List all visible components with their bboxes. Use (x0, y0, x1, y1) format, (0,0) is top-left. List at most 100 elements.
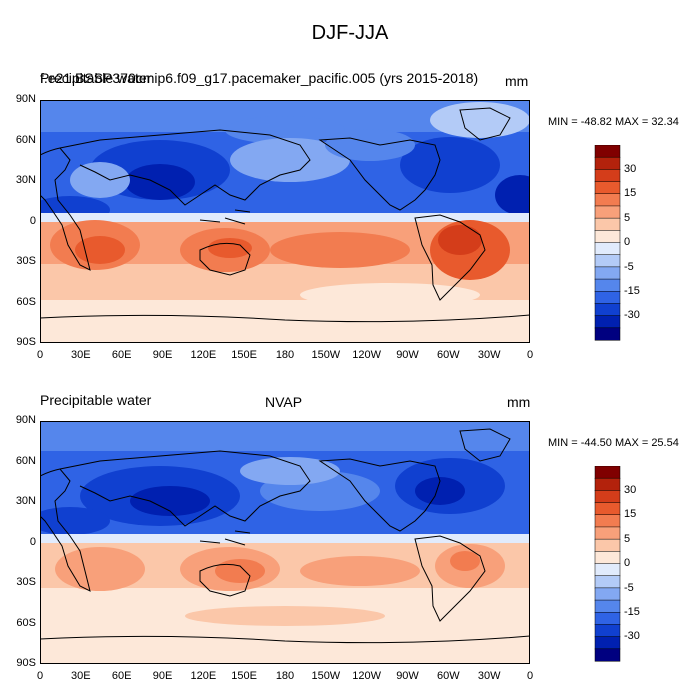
panel-1-x-tick-label: 150E (231, 349, 257, 361)
colorbar-swatch (594, 217, 621, 231)
colorbar-swatch (594, 624, 621, 638)
panel-1-left-title: Precipitable water (40, 70, 152, 86)
panel-2-y-tick-label: 90S (16, 657, 36, 669)
panel-1-x-tick-label: 120E (190, 349, 217, 361)
panel-1-y-tick-label: 60N (15, 133, 36, 146)
panel-2-x-tick-label: 180 (275, 670, 295, 682)
colorbar-swatch (594, 575, 621, 589)
panel-2-min-max: MIN = -44.50 MAX = 25.54 (548, 437, 679, 449)
panel-2-y-tick-label: 30N (15, 495, 36, 507)
panel-2-x-tick-label: 30E (71, 670, 91, 682)
panel-2-coastlines (40, 428, 530, 644)
panel-1-x-tick-label: 90E (152, 349, 173, 361)
colorbar-swatch (594, 193, 621, 207)
panel-2-contour-fill (40, 421, 530, 664)
panel-1-contour-fill (40, 100, 530, 343)
panel-2-colorbar-label: -5 (624, 581, 634, 594)
panel-1-colorbar-label: -15 (624, 285, 640, 297)
panel-1-x-tick-label: 0 (36, 349, 44, 361)
panel-1-min-max: MIN = -48.82 MAX = 32.34 (548, 116, 679, 128)
colorbar-swatch (594, 490, 621, 504)
panel-1-y-tick-label: 90N (15, 93, 36, 105)
panel-1-x-tick-label: 60E (111, 349, 132, 361)
panel-1-y-tick-label: 30S (16, 255, 36, 267)
colorbar-swatch (594, 169, 621, 183)
panel-2-center-title: NVAP (265, 394, 303, 410)
panel-2-map (40, 421, 530, 664)
panel-1-x-tick-label: 30E (71, 349, 91, 361)
panel-1-x-tick-label: 90W (396, 349, 419, 361)
panel-1-x-tick-label: 150W (311, 349, 341, 361)
panel-2-colorbar (594, 466, 621, 662)
colorbar-swatch (594, 502, 621, 516)
panel-2-units: mm (507, 394, 531, 410)
panel-2-x-tick-label: 120W (352, 670, 382, 682)
colorbar-swatch (594, 303, 621, 317)
colorbar-swatch (594, 514, 621, 528)
colorbar-swatch (594, 466, 621, 479)
colorbar-swatch (594, 278, 621, 292)
panel-2-colorbar-label: 15 (624, 508, 637, 521)
colorbar-swatch (594, 254, 621, 268)
colorbar-swatch (594, 145, 621, 158)
panel-1-x-tick-label: 120W (352, 349, 382, 361)
panel-2-x-tick-label: 60W (437, 670, 460, 682)
colorbar-swatch (594, 526, 621, 540)
panel-1-x-tick-label: 0 (526, 349, 534, 361)
panel-2-colorbar-label: 5 (624, 532, 631, 545)
panel-2-colorbar-label: -30 (624, 630, 640, 643)
panel-1-x-tick-label: 180 (275, 349, 295, 361)
colorbar-swatch (594, 315, 621, 329)
colorbar-swatch (594, 205, 621, 219)
panel-1-y-tick-label: 30N (15, 174, 36, 186)
panel-1-colorbar-label: 30 (624, 163, 637, 175)
colorbar-swatch (594, 612, 621, 625)
panel-2-y-tick-label: 60S (16, 616, 36, 629)
panel-2-y-tick-label: 60N (15, 454, 36, 467)
panel-1-colorbar-label: -5 (624, 260, 634, 273)
colorbar-swatch (594, 648, 621, 662)
panel-2-y-tick-label: 90N (15, 414, 36, 426)
colorbar-swatch (594, 327, 621, 341)
panel-2-colorbar-label: 0 (624, 557, 631, 570)
panel-2-x-tick-label: 90W (396, 670, 419, 682)
panel-1-center-title: f.e21.BSSP370cmip6.f09_g17.pacemaker_pac… (40, 70, 479, 86)
colorbar-swatch (594, 291, 621, 304)
panel-2-y-tick-label: 30S (16, 576, 36, 588)
colorbar-swatch (594, 636, 621, 650)
panel-2-colorbar-label: 30 (624, 484, 637, 496)
panel-1-y-tick-label: 60S (16, 295, 36, 308)
colorbar-swatch (594, 551, 621, 565)
panel-2-x-tick-label: 0 (36, 670, 44, 682)
panel-1-y-tick-label: 90S (16, 336, 36, 348)
panel-1-colorbar-label: -30 (624, 309, 640, 322)
colorbar-swatch (594, 156, 621, 170)
colorbar-swatch (594, 587, 621, 601)
panel-1-map (40, 100, 530, 343)
panel-1-colorbar-label: 15 (624, 187, 637, 200)
colorbar-swatch (594, 563, 621, 577)
panel-2-x-tick-label: 150E (231, 670, 257, 682)
colorbar-swatch (594, 242, 621, 256)
colorbar-swatch (594, 538, 621, 552)
panel-2-frame (40, 421, 530, 664)
panel-1-x-tick-label: 60W (437, 349, 460, 361)
panel-2-left-title: Precipitable water (40, 392, 152, 408)
panel-2-x-tick-label: 90E (152, 670, 173, 682)
colorbar-swatch (594, 266, 621, 280)
panel-2-x-tick-label: 0 (526, 670, 534, 682)
panel-1-coastlines (40, 107, 530, 323)
panel-2-x-tick-label: 60E (111, 670, 132, 682)
panel-1-y-tick-label: 0 (29, 214, 36, 227)
panel-1-units: mm (505, 73, 529, 89)
colorbar-swatch (594, 477, 621, 491)
panel-1-frame (40, 100, 530, 343)
panel-2-colorbar-label: -15 (624, 606, 640, 618)
colorbar-swatch (594, 181, 621, 195)
panel-1-colorbar-label: 0 (624, 236, 631, 249)
panel-2-x-tick-label: 120E (190, 670, 217, 682)
panel-2-x-tick-label: 150W (311, 670, 341, 682)
main-title: DJF-JJA (311, 22, 389, 44)
colorbar-swatch (594, 599, 621, 613)
colorbar-swatch (594, 230, 621, 244)
